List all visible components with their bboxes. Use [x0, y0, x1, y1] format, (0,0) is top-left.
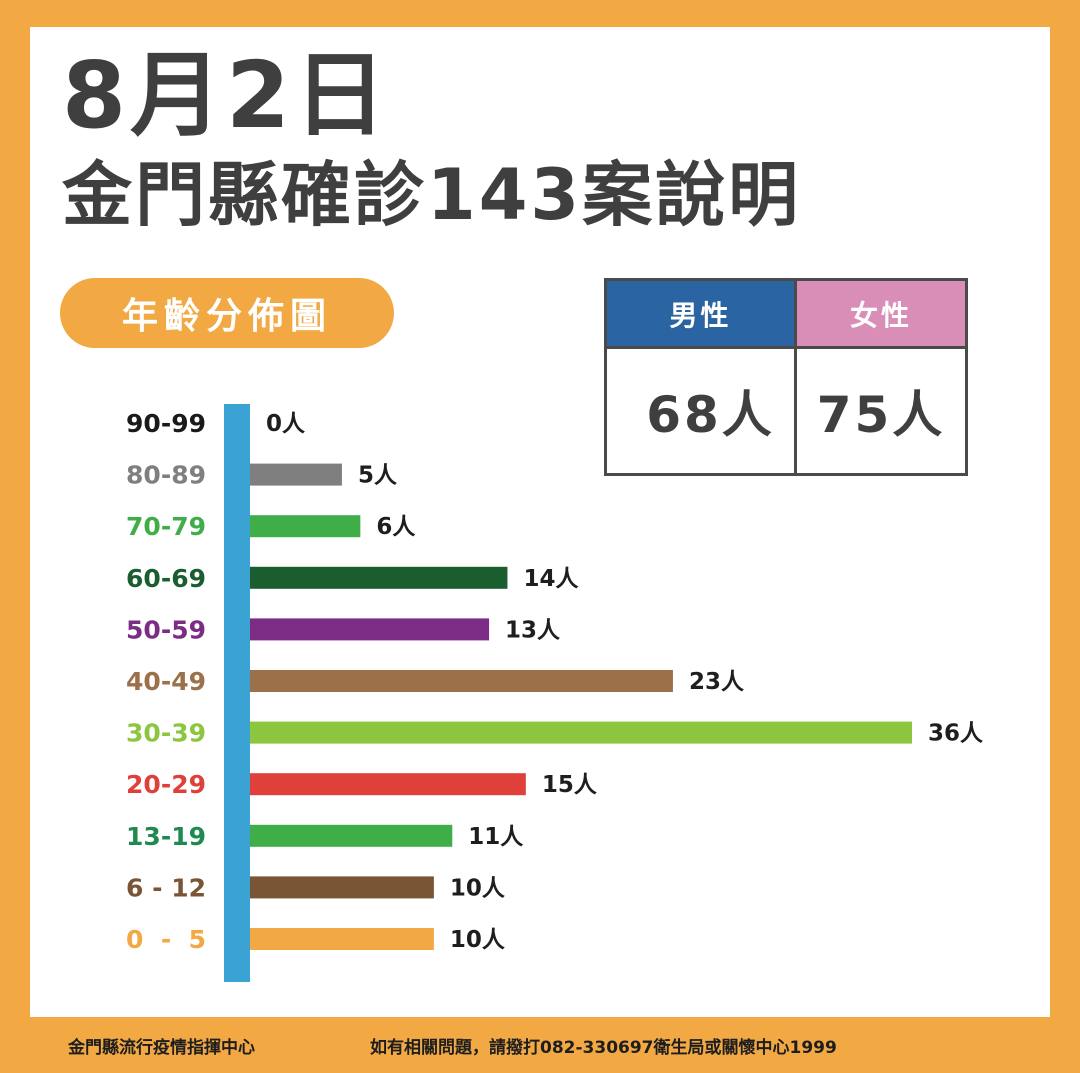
bar-value-label: 23人	[689, 669, 745, 695]
bar	[250, 463, 342, 486]
bar-value-label: 6人	[376, 514, 416, 540]
footer-contact: 如有相關問題，請撥打082-330697衛生局或關懷中心1999	[370, 1038, 837, 1058]
bar-value-label: 14人	[523, 566, 579, 592]
age-group-label: 20-29	[126, 770, 206, 799]
gender-table: 男性 女性 68人 75人	[604, 278, 968, 476]
bar	[250, 928, 434, 950]
age-group-label: 13-19	[126, 822, 206, 851]
age-group-label: 70-79	[126, 512, 206, 541]
bar	[250, 566, 508, 589]
bar-value-label: 36人	[928, 721, 984, 747]
age-group-label: 90-99	[126, 409, 206, 438]
bar-value-label: 11人	[468, 824, 524, 850]
bar	[250, 876, 434, 899]
male-header: 男性	[607, 281, 797, 346]
female-header: 女性	[797, 281, 965, 346]
bar-value-label: 0人	[266, 411, 306, 437]
bar	[250, 515, 361, 538]
bar-value-label: 15人	[542, 772, 598, 798]
bar-value-label: 10人	[450, 927, 506, 953]
chart-axis-bar	[224, 404, 250, 982]
age-group-label: 60-69	[126, 564, 206, 593]
bar	[250, 670, 673, 692]
bar-value-label: 13人	[505, 617, 561, 643]
info-card	[30, 27, 1050, 1017]
age-group-label: 40-49	[126, 667, 206, 696]
male-count: 68人	[607, 346, 797, 473]
age-group-label: 6 - 12	[126, 873, 206, 902]
age-group-label: 80-89	[126, 461, 206, 490]
date-title: 8月2日	[62, 42, 391, 149]
bar	[250, 618, 490, 641]
bar	[250, 773, 526, 796]
age-group-label: 0 - 5	[126, 925, 206, 954]
female-count: 75人	[797, 346, 965, 473]
bar	[250, 721, 912, 744]
bar	[250, 824, 453, 847]
bar-value-label: 5人	[358, 463, 398, 489]
age-group-label: 30-39	[126, 719, 206, 748]
section-label: 年齡分佈圖	[60, 278, 394, 348]
page-title: 金門縣確診143案說明	[62, 154, 802, 236]
age-group-label: 50-59	[126, 615, 206, 644]
footer-org: 金門縣流行疫情指揮中心	[68, 1038, 255, 1058]
bar-value-label: 10人	[450, 875, 506, 901]
